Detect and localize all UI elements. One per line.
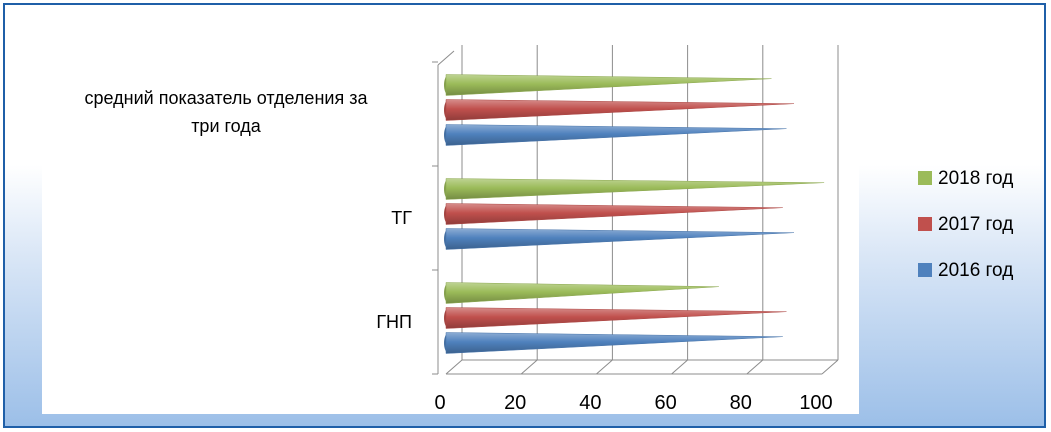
- floor-line-20: [520, 359, 538, 375]
- cone-2017-год-средний-показатель-о: [445, 99, 795, 121]
- floor-line-40: [596, 359, 613, 375]
- floor-line-0: [445, 359, 463, 375]
- x-tick-label-40: 40: [579, 392, 601, 414]
- floor-line-100: [821, 359, 839, 375]
- x-tick-label-80: 80: [730, 392, 752, 414]
- cone-2018-год-ГНП: [445, 282, 719, 304]
- cone-2016-год-средний-показатель-о: [445, 124, 787, 146]
- legend-label-2017-год: 2017 год: [938, 214, 1013, 235]
- floor-line-80: [746, 359, 764, 375]
- legend-swatch-2016-год: [918, 263, 932, 277]
- cone-2017-год-ТГ: [445, 203, 783, 225]
- cone-2018-год-ТГ: [445, 178, 825, 200]
- legend-label-2018-год: 2018 год: [938, 168, 1013, 189]
- cone-2017-год-ГНП: [445, 307, 787, 329]
- floor-line-60: [671, 359, 688, 375]
- legend-swatch-2018-год: [918, 171, 932, 185]
- legend-label-2016-год: 2016 год: [938, 260, 1013, 281]
- cone-2016-год-ТГ: [445, 228, 795, 250]
- x-tick-label-100: 100: [799, 392, 832, 414]
- cone-2018-год-средний-показатель-о: [445, 74, 772, 96]
- category-label-0: ГНП: [376, 312, 412, 332]
- category-label-1: ТГ: [391, 208, 412, 228]
- x-tick-label-0: 0: [434, 392, 445, 414]
- legend-swatch-2017-год: [918, 217, 932, 231]
- x-tick-label-20: 20: [504, 392, 526, 414]
- cone-2016-год-ГНП: [445, 332, 783, 354]
- x-tick-label-60: 60: [654, 392, 676, 414]
- y-axis-top-depth: [437, 50, 455, 66]
- category-label-2: средний показатель отделения за три года: [85, 88, 369, 136]
